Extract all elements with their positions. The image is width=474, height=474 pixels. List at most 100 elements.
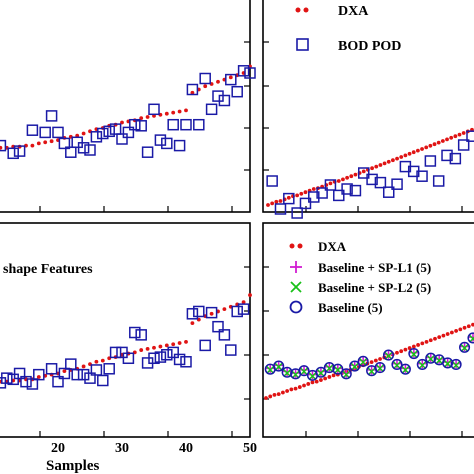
- dxa-point: [36, 141, 41, 146]
- legend-dxa-label: DXA: [318, 239, 347, 254]
- bodpod-point: [237, 303, 250, 315]
- baseline-point: [442, 357, 454, 369]
- dxa-point: [145, 347, 150, 351]
- dxa-point: [407, 151, 412, 156]
- bodpod-point: [103, 363, 115, 375]
- sp-l2-point: [367, 367, 376, 376]
- dxa-point: [30, 143, 35, 148]
- bodpod-point: [416, 170, 428, 182]
- dxa-point: [420, 341, 425, 346]
- x-tick-label: 30: [115, 441, 129, 456]
- bodpod-point: [84, 372, 96, 384]
- bodpod-point: [103, 125, 115, 138]
- bodpod-point: [349, 184, 362, 197]
- sp-l2-point-b: [283, 369, 292, 378]
- bodpod-point: [33, 368, 45, 381]
- dxa-point: [349, 174, 354, 179]
- bodpod-point: [65, 358, 77, 370]
- sp-l1-point: [299, 365, 309, 375]
- bodpod-point: [167, 118, 179, 131]
- baseline-point: [349, 360, 361, 372]
- sp-l2-point-b: [435, 356, 444, 365]
- bodpod-point: [266, 175, 278, 187]
- bodpod-point: [333, 189, 345, 202]
- sp-l2-point-b: [443, 359, 452, 368]
- bodpod-point: [109, 123, 122, 135]
- bodpod-point: [424, 155, 437, 167]
- dxa-point: [445, 332, 450, 336]
- bodpod-point: [358, 167, 370, 179]
- bodpod-point: [193, 305, 205, 318]
- sp-l2-point: [266, 365, 275, 374]
- legend-dxa-label: DXA: [338, 4, 369, 19]
- sp-l1-point: [460, 342, 470, 352]
- dxa-point: [164, 111, 169, 116]
- baseline-point: [273, 360, 285, 372]
- bodpod-point: [218, 94, 231, 107]
- bodpod-point: [299, 197, 312, 210]
- sp-l2-point-b: [384, 351, 393, 360]
- baseline-point: [323, 362, 335, 374]
- sp-l2-point-b: [359, 358, 368, 367]
- dxa-point: [171, 342, 176, 347]
- bodpod-point: [116, 346, 128, 359]
- legend-dxa-marker: [303, 7, 309, 13]
- sp-l2-point-b: [367, 367, 376, 376]
- bodpod-point: [173, 353, 186, 366]
- dxa-point: [336, 179, 341, 183]
- dxa-point: [353, 172, 358, 177]
- dxa-point: [297, 385, 302, 389]
- dxa-point: [437, 335, 442, 340]
- bodpod-point: [52, 375, 64, 388]
- sp-l2-point: [392, 361, 401, 370]
- sp-l1-point: [400, 363, 410, 373]
- sp-l2-point-b: [392, 361, 401, 370]
- bodpod-point: [218, 329, 231, 341]
- legend-dxa-marker: [295, 7, 301, 13]
- baseline-point: [298, 365, 310, 377]
- dxa-point: [289, 387, 294, 392]
- dxa-point: [445, 137, 449, 142]
- dxa-point: [158, 344, 163, 349]
- sp-l2-point: [443, 359, 452, 368]
- sp-l2-point: [460, 344, 469, 353]
- dxa-point: [415, 148, 420, 153]
- sp-l2-point-b: [274, 362, 283, 371]
- bodpod-point: [13, 145, 26, 157]
- legend-bodpod-marker: [296, 38, 309, 51]
- dxa-point: [43, 140, 48, 145]
- dxa-point: [327, 375, 332, 379]
- bodpod-point: [441, 149, 453, 162]
- dxa-point: [276, 392, 281, 396]
- bodpod-point: [141, 146, 154, 158]
- dxa-point: [345, 175, 350, 180]
- bodpod-point: [231, 305, 243, 318]
- baseline-point: [425, 352, 437, 364]
- dxa-point: [177, 341, 182, 345]
- sp-l1-point: [417, 359, 427, 369]
- bodpod-point: [161, 349, 173, 361]
- legend-baseline-marker: [289, 300, 303, 314]
- bodpod-point: [58, 137, 71, 150]
- bodpod-point: [199, 339, 211, 352]
- dxa-point: [94, 359, 99, 364]
- bodpod-point: [129, 118, 141, 131]
- sp-l2-point: [359, 358, 368, 367]
- baseline-point: [374, 362, 386, 374]
- dxa-point: [222, 307, 227, 312]
- sp-l2-point-b: [266, 365, 275, 374]
- x-tick-label: 50: [243, 441, 257, 456]
- sp-l1-point: [265, 363, 275, 373]
- dxa-point: [411, 344, 416, 349]
- dxa-point: [177, 109, 182, 114]
- dxa-point: [190, 321, 195, 326]
- baseline-point: [340, 368, 352, 380]
- dxa-point: [382, 161, 387, 166]
- dxa-point: [471, 322, 474, 327]
- bodpod-point: [97, 127, 109, 140]
- legend-bodpod-label: BOD POD: [338, 39, 401, 54]
- bodpod-point: [466, 130, 474, 142]
- sp-l2-point: [291, 370, 300, 379]
- dxa-point: [432, 142, 437, 147]
